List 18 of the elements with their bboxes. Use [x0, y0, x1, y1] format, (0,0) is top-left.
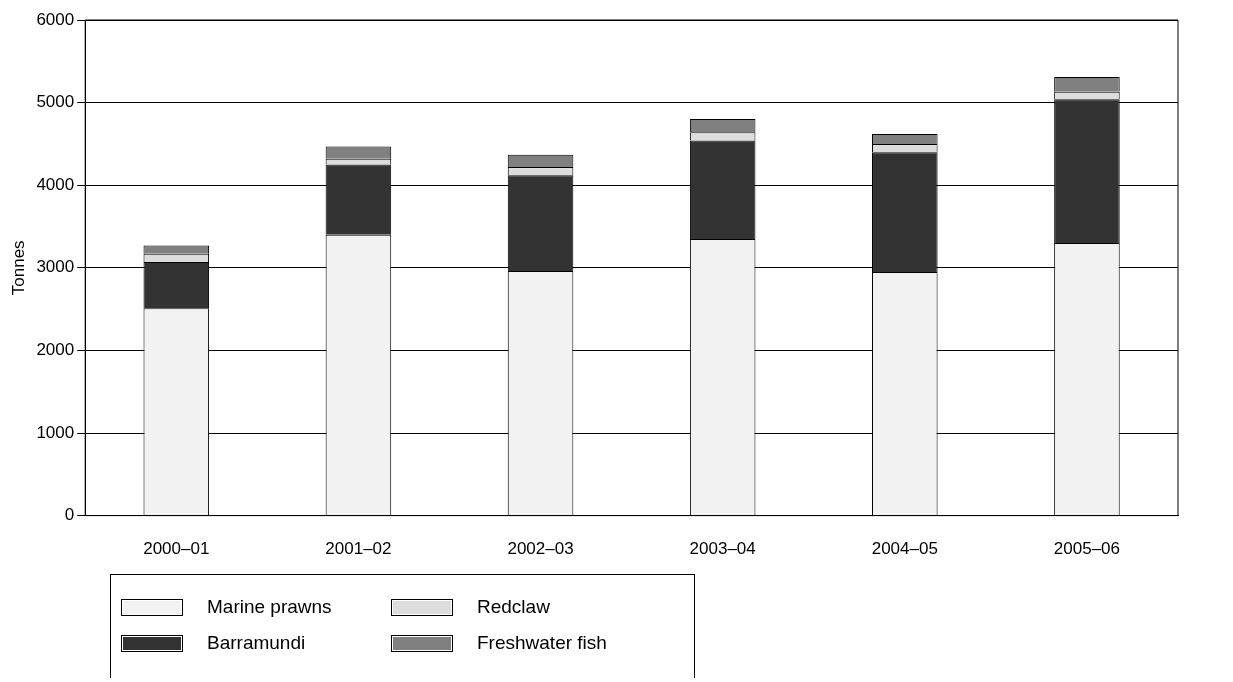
y-tick-label: 4000 [36, 174, 75, 194]
y-tick-label: 1000 [36, 422, 75, 442]
x-tick-label: 2004–05 [871, 539, 938, 559]
x-tick-label: 2002–03 [507, 539, 574, 559]
x-tick-label: 2003–04 [689, 539, 756, 559]
y-tick-label: 6000 [36, 9, 75, 29]
legend-label: Redclaw [477, 596, 550, 618]
y-tick-label: 3000 [36, 257, 75, 277]
x-tick-label: 2000–01 [143, 539, 210, 559]
y-tick-label: 2000 [36, 340, 75, 360]
y-tick-label: 0 [64, 505, 75, 525]
legend-label: Marine prawns [207, 596, 332, 618]
legend-label: Barramundi [207, 632, 306, 654]
y-axis-title: Tonnes [8, 240, 28, 296]
legend-label: Freshwater fish [477, 632, 607, 654]
x-tick-label: 2005–06 [1053, 539, 1121, 559]
y-tick-label: 5000 [36, 92, 75, 112]
x-tick-label: 2001–02 [325, 539, 392, 559]
